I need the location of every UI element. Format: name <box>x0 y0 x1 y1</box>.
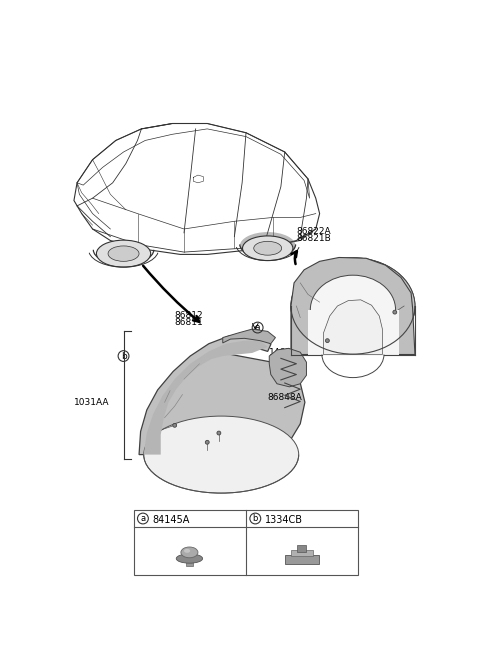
Circle shape <box>205 440 209 444</box>
Ellipse shape <box>184 549 190 553</box>
Polygon shape <box>324 300 383 355</box>
Text: 1463AA: 1463AA <box>161 429 196 438</box>
Text: 1249BC: 1249BC <box>370 316 405 325</box>
Ellipse shape <box>291 258 415 354</box>
Polygon shape <box>285 555 319 564</box>
Text: 1031AA: 1031AA <box>74 398 109 407</box>
Polygon shape <box>139 333 305 459</box>
Polygon shape <box>297 545 306 552</box>
Ellipse shape <box>291 258 415 354</box>
Text: a: a <box>140 514 145 523</box>
Text: 1463AA: 1463AA <box>269 348 305 357</box>
Text: a: a <box>255 323 260 332</box>
Ellipse shape <box>96 240 151 267</box>
Polygon shape <box>223 329 276 344</box>
Polygon shape <box>291 550 312 556</box>
Text: 1249BC: 1249BC <box>204 441 239 450</box>
Polygon shape <box>186 558 193 566</box>
Ellipse shape <box>108 246 139 261</box>
Ellipse shape <box>240 232 296 260</box>
Text: 86811: 86811 <box>175 317 204 327</box>
Ellipse shape <box>242 236 293 261</box>
Polygon shape <box>269 348 306 387</box>
Text: 86821B: 86821B <box>296 235 331 243</box>
Circle shape <box>173 423 177 427</box>
Ellipse shape <box>254 241 282 255</box>
Circle shape <box>325 339 329 342</box>
Text: 1249BC: 1249BC <box>215 433 250 442</box>
Text: b: b <box>120 351 126 361</box>
Text: 84145A: 84145A <box>152 514 190 525</box>
Ellipse shape <box>176 554 203 563</box>
Polygon shape <box>291 258 415 355</box>
Polygon shape <box>144 340 268 455</box>
Text: 86848A: 86848A <box>268 393 302 402</box>
Polygon shape <box>308 310 399 356</box>
Text: 1334CB: 1334CB <box>264 514 302 525</box>
Ellipse shape <box>181 547 198 558</box>
Ellipse shape <box>299 264 407 348</box>
Text: b: b <box>252 514 258 523</box>
Circle shape <box>217 431 221 435</box>
Text: 86822A: 86822A <box>296 227 331 237</box>
Ellipse shape <box>311 275 396 344</box>
Text: 86812: 86812 <box>175 311 204 321</box>
Circle shape <box>393 310 397 314</box>
Ellipse shape <box>144 416 299 493</box>
